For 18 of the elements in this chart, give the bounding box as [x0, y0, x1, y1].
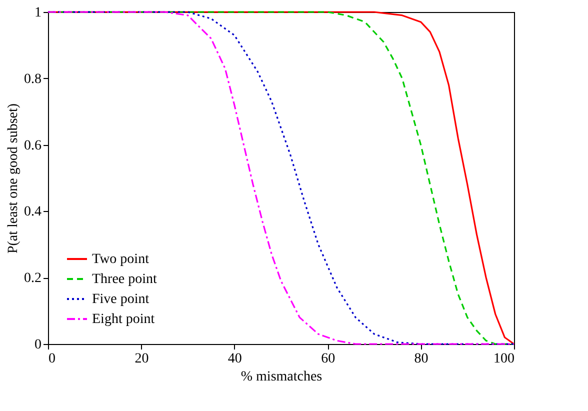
- legend-label: Three point: [92, 272, 158, 287]
- y-tick-label: 0.6: [24, 138, 42, 154]
- y-axis-title: P(at least one good subset): [6, 103, 21, 254]
- x-tick-label: 20: [134, 352, 149, 366]
- x-tick-label: 40: [228, 352, 242, 366]
- x-tick-label: 100: [494, 352, 514, 366]
- y-tick-label: 0.4: [24, 204, 42, 220]
- y-tick-label: 0.2: [24, 271, 42, 286]
- y-tick-label: 0.8: [24, 72, 42, 87]
- x-tick-label: 80: [414, 352, 428, 366]
- legend-label: Two point: [92, 252, 150, 267]
- legend-label: Eight point: [92, 312, 155, 327]
- x-tick-label: 0: [48, 352, 56, 366]
- y-tick-label: 1: [34, 6, 42, 20]
- legend-label: Five point: [92, 292, 150, 307]
- x-axis-title: % mismatches: [240, 370, 322, 384]
- y-tick-label: 0: [34, 338, 42, 352]
- x-tick-label: 60: [321, 352, 336, 366]
